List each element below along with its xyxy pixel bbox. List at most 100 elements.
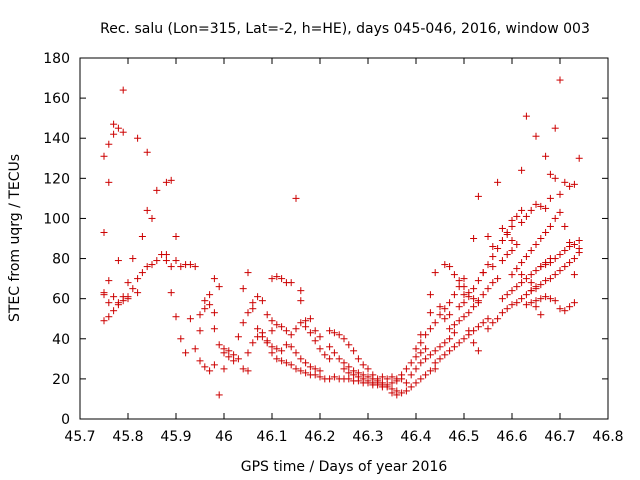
data-point: [311, 327, 319, 335]
data-point: [206, 291, 214, 299]
data-point: [378, 383, 386, 391]
data-point: [292, 349, 300, 357]
data-point: [114, 124, 122, 132]
data-point: [446, 335, 454, 343]
data-point: [134, 134, 142, 142]
data-point: [494, 315, 502, 323]
data-point: [532, 267, 540, 275]
data-point: [326, 343, 334, 351]
data-point: [330, 373, 338, 381]
data-point: [239, 365, 247, 373]
data-point: [522, 275, 530, 283]
data-point: [570, 255, 578, 263]
data-point: [522, 301, 530, 309]
data-point: [446, 263, 454, 271]
data-point: [561, 222, 569, 230]
data-point: [186, 261, 194, 269]
data-point: [292, 325, 300, 333]
data-point: [470, 339, 478, 347]
y-tick-label: 120: [43, 171, 70, 187]
data-point: [129, 285, 137, 293]
data-point: [249, 305, 257, 313]
axis-ticks: 45.7 45.8 45.9 46 46.1 46.2 46.3 46.4 46.5 46.6 46…: [43, 51, 623, 445]
data-point: [460, 335, 468, 343]
data-point: [518, 166, 526, 174]
data-point: [306, 315, 314, 323]
data-point: [311, 371, 319, 379]
data-point: [570, 299, 578, 307]
data-point: [162, 251, 170, 259]
data-point: [220, 345, 228, 353]
data-point: [551, 214, 559, 222]
data-point: [503, 305, 511, 313]
data-point: [417, 331, 425, 339]
data-point: [542, 152, 550, 160]
data-point: [177, 263, 185, 271]
data-point: [508, 216, 516, 224]
data-point: [441, 305, 449, 313]
data-point: [254, 293, 262, 301]
data-point: [556, 208, 564, 216]
data-point: [460, 275, 468, 283]
data-point: [335, 355, 343, 363]
data-point: [460, 313, 468, 321]
data-point: [527, 279, 535, 287]
data-point: [508, 222, 516, 230]
data-point: [196, 327, 204, 335]
data-point: [110, 307, 118, 315]
data-point: [566, 259, 574, 267]
data-point: [446, 311, 454, 319]
x-tick-label: 46.7: [544, 429, 575, 445]
data-point: [297, 355, 305, 363]
data-point: [273, 321, 281, 329]
data-point: [532, 241, 540, 249]
data-point: [537, 295, 545, 303]
data-point: [489, 263, 497, 271]
data-point: [470, 235, 478, 242]
data-point: [268, 327, 276, 335]
data-point: [494, 178, 502, 186]
data-point: [297, 297, 305, 305]
data-point: [172, 232, 180, 240]
data-point: [518, 218, 526, 226]
data-point: [570, 180, 578, 188]
data-point: [230, 351, 238, 359]
data-point: [196, 311, 204, 319]
data-point: [561, 263, 569, 271]
data-point: [292, 194, 300, 202]
data-point: [306, 363, 314, 371]
x-tick-label: 46.5: [448, 429, 479, 445]
data-point: [340, 365, 348, 373]
data-point: [546, 170, 554, 178]
data-point: [498, 237, 506, 245]
data-point: [556, 251, 564, 259]
data-point: [316, 367, 324, 375]
data-point: [311, 365, 319, 373]
data-point: [167, 263, 175, 271]
data-point: [393, 391, 401, 399]
data-point: [436, 303, 444, 311]
data-point: [489, 319, 497, 327]
data-point: [489, 253, 497, 261]
data-point: [354, 377, 362, 385]
data-point: [426, 291, 434, 299]
data-point: [537, 235, 545, 242]
data-point: [412, 353, 420, 361]
data-point: [364, 365, 372, 373]
data-point: [542, 261, 550, 269]
data-point: [556, 190, 564, 198]
data-point: [220, 365, 228, 373]
data-point: [297, 319, 305, 327]
data-point: [186, 315, 194, 323]
data-point: [210, 361, 218, 369]
data-point: [518, 295, 526, 303]
data-point: [134, 289, 142, 297]
x-tick-label: 46.2: [304, 429, 335, 445]
data-point: [162, 257, 170, 265]
data-point: [206, 367, 214, 375]
data-point: [234, 355, 242, 363]
data-point: [239, 285, 247, 293]
data-point: [278, 357, 286, 365]
data-point: [417, 359, 425, 367]
